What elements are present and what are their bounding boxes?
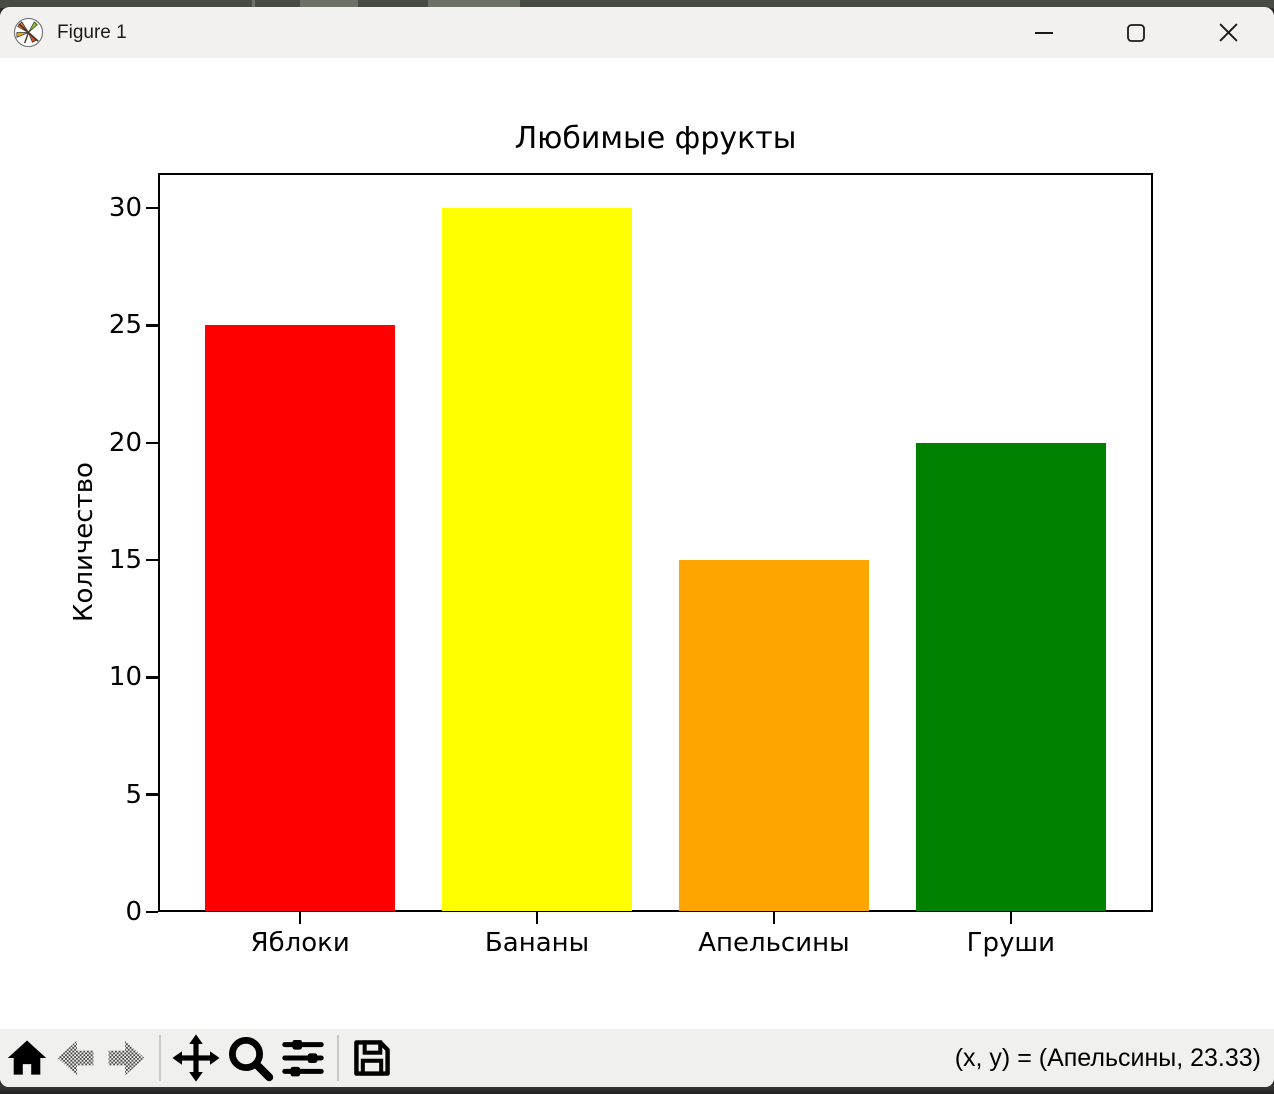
chart-bar-4 bbox=[916, 442, 1106, 911]
minimize-button[interactable] bbox=[998, 7, 1090, 58]
y-tick-label: 15 bbox=[108, 545, 142, 576]
y-tick-mark bbox=[146, 441, 158, 445]
window-title: Figure 1 bbox=[57, 21, 127, 43]
background-fragment bbox=[300, 0, 358, 8]
chart-bar-2 bbox=[442, 208, 632, 911]
matplotlib-logo-icon bbox=[13, 17, 44, 48]
cursor-status-readout: (x, y) = (Апельсины, 23.33) bbox=[954, 1044, 1261, 1072]
figure-window: Figure 1 bbox=[0, 7, 1274, 1087]
x-tick-mark bbox=[535, 912, 539, 924]
x-tick-label: Яблоки bbox=[250, 928, 350, 958]
y-tick-mark bbox=[146, 558, 158, 562]
home-icon bbox=[7, 1040, 47, 1075]
chart-bar-1 bbox=[205, 325, 395, 911]
y-tick-label: 20 bbox=[108, 427, 142, 458]
home-button[interactable] bbox=[6, 1032, 48, 1084]
toolbar-separator bbox=[337, 1035, 339, 1081]
minimize-icon bbox=[1035, 31, 1053, 34]
y-axis-label: Количество bbox=[69, 462, 99, 622]
chart-title: Любимые фрукты bbox=[514, 121, 797, 156]
x-tick-mark bbox=[298, 912, 302, 924]
window-controls bbox=[998, 7, 1274, 58]
zoom-button[interactable] bbox=[226, 1032, 274, 1084]
x-tick-label: Груши bbox=[966, 928, 1056, 958]
background-app-strip-bottom bbox=[0, 1085, 1274, 1094]
close-icon bbox=[1218, 23, 1238, 42]
forward-arrow-icon bbox=[108, 1040, 145, 1076]
y-tick-label: 5 bbox=[125, 779, 142, 810]
y-tick-label: 30 bbox=[108, 193, 142, 224]
close-button[interactable] bbox=[1182, 7, 1274, 58]
pan-icon bbox=[172, 1034, 220, 1082]
navigation-toolbar: (x, y) = (Апельсины, 23.33) bbox=[0, 1029, 1274, 1087]
chart-area[interactable]: Любимые фрукты Количество 0 5 10 15 20 25 30 Яб… bbox=[0, 58, 1274, 1029]
pan-button[interactable] bbox=[172, 1032, 220, 1084]
y-tick-mark bbox=[146, 206, 158, 210]
maximize-icon bbox=[1127, 23, 1145, 42]
title-bar[interactable]: Figure 1 bbox=[0, 7, 1274, 58]
background-fragment bbox=[428, 0, 520, 8]
subplot-sliders-icon bbox=[282, 1039, 324, 1077]
y-tick-mark bbox=[146, 324, 158, 327]
background-app-strip-top bbox=[0, 0, 1274, 8]
x-tick-label: Бананы bbox=[484, 928, 590, 958]
x-tick-label: Апельсины bbox=[698, 928, 850, 958]
y-tick-mark bbox=[146, 910, 158, 914]
save-button[interactable] bbox=[350, 1032, 394, 1084]
y-tick-mark bbox=[146, 676, 158, 679]
back-arrow-icon bbox=[57, 1040, 94, 1076]
y-tick-label: 10 bbox=[108, 662, 142, 693]
x-tick-mark bbox=[1009, 912, 1013, 924]
y-tick-mark bbox=[146, 793, 158, 796]
configure-subplots-button[interactable] bbox=[280, 1032, 326, 1084]
x-tick-mark bbox=[772, 912, 776, 924]
toolbar-separator bbox=[159, 1035, 161, 1081]
zoom-magnifier-icon bbox=[228, 1036, 274, 1082]
back-button[interactable] bbox=[54, 1032, 98, 1084]
y-tick-label: 25 bbox=[108, 310, 142, 341]
chart-bar-3 bbox=[679, 560, 869, 911]
maximize-button[interactable] bbox=[1090, 7, 1182, 58]
y-tick-label: 0 bbox=[125, 897, 142, 927]
save-floppy-icon bbox=[354, 1040, 390, 1076]
axes-frame bbox=[158, 173, 1153, 912]
background-fragment bbox=[252, 0, 255, 8]
forward-button[interactable] bbox=[104, 1032, 148, 1084]
